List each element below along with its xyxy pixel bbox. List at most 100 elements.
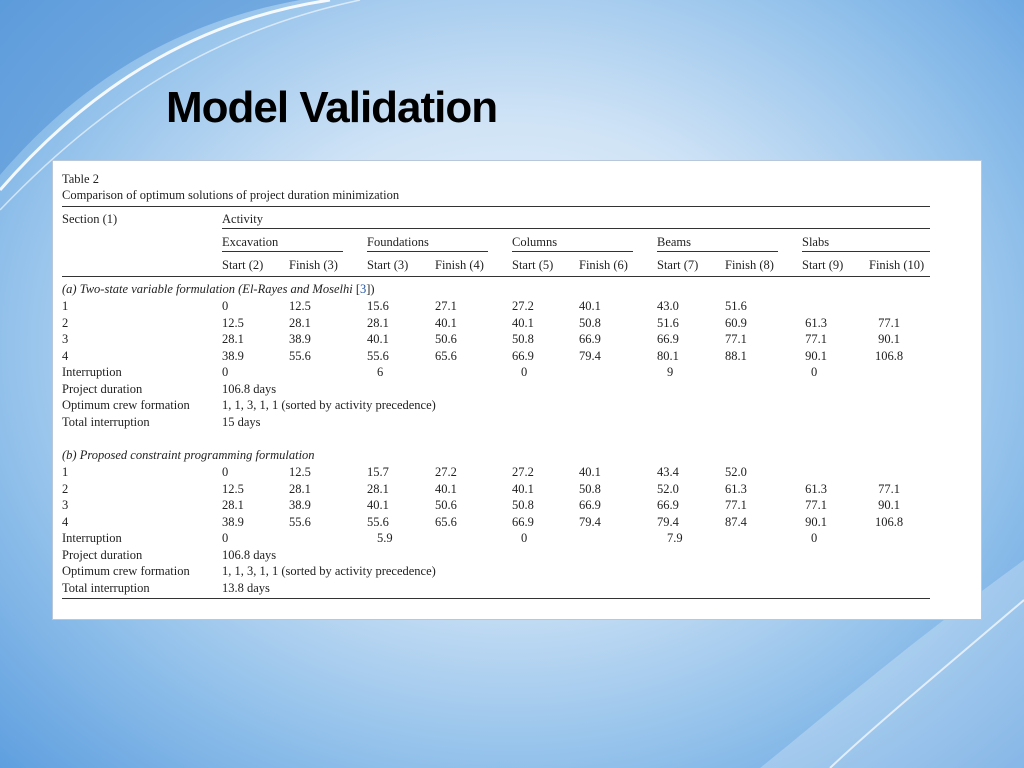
- summary-label: Optimum crew formation: [62, 398, 190, 412]
- activity-name: Slabs: [802, 235, 830, 249]
- table-cell: 40.1: [512, 481, 534, 496]
- table-cell: 12.5: [222, 481, 244, 496]
- column-subheader: Start (7): [657, 258, 699, 272]
- rule-activity-group: [802, 251, 930, 252]
- table-cell: 12.5: [289, 299, 311, 313]
- table-cell: 106.8: [874, 514, 904, 529]
- table-cell: 80.1: [657, 348, 679, 363]
- table-cell: 50.8: [579, 481, 601, 496]
- column-subheader: Finish (4): [435, 258, 484, 272]
- rule-top: [62, 206, 930, 207]
- column-subheader: Start (5): [512, 258, 554, 272]
- summary-value: 15 days: [222, 414, 261, 429]
- table-cell: 50.8: [512, 498, 534, 512]
- column-subheader: Start (3): [367, 258, 409, 272]
- rule-activity-group: [367, 251, 488, 252]
- table-cell: 66.9: [512, 348, 534, 363]
- table-caption: Comparison of optimum solutions of proje…: [62, 188, 400, 202]
- reference-link[interactable]: 3: [360, 282, 367, 296]
- table-cell: 79.4: [579, 514, 601, 529]
- column-subheader: Start (9): [802, 258, 844, 272]
- table-cell: 61.3: [725, 481, 747, 496]
- table-cell: 65.6: [435, 514, 457, 529]
- table-cell: 40.1: [367, 332, 389, 346]
- column-subheader: Finish (8): [725, 258, 774, 272]
- interruption-value: 5.9: [377, 531, 393, 545]
- table-label: Table 2: [62, 172, 99, 186]
- table-cell: 87.4: [725, 514, 747, 529]
- table-cell: 66.9: [512, 514, 534, 529]
- table-cell: 90.1: [805, 348, 827, 363]
- table-cell: 65.6: [435, 348, 457, 363]
- table-cell: 88.1: [725, 348, 747, 363]
- table-cell: 15.7: [367, 465, 389, 479]
- row-label: 1: [62, 299, 69, 313]
- table-cell: 52.0: [725, 465, 747, 479]
- table-cell: 90.1: [878, 498, 900, 512]
- table-cell: 66.9: [657, 498, 679, 512]
- table-cell: 0: [222, 465, 229, 479]
- summary-value: 106.8 days: [222, 547, 277, 562]
- row-label: 1: [62, 465, 69, 479]
- rule-activity-group: [657, 251, 778, 252]
- table-cell: 79.4: [657, 514, 679, 529]
- section-title: (b) Proposed constraint programming form…: [62, 449, 315, 462]
- summary-label: Project duration: [62, 547, 143, 562]
- table-cell: 38.9: [222, 514, 244, 529]
- interruption-label: Interruption: [62, 531, 122, 545]
- bracket: [: [355, 282, 360, 296]
- table-cell: 43.0: [657, 299, 679, 313]
- table-cell: 55.6: [367, 514, 389, 529]
- table-cell: 61.3: [805, 481, 827, 496]
- summary-label: Total interruption: [62, 414, 150, 429]
- table-cell: 28.1: [222, 332, 244, 346]
- table-cell: 50.6: [435, 332, 457, 346]
- table-cell: 40.1: [435, 315, 457, 330]
- table-cell: 55.6: [289, 514, 311, 529]
- section-title-text: (b) Proposed constraint programming form…: [62, 448, 315, 462]
- table-cell: 27.2: [512, 299, 534, 313]
- table-cell: 40.1: [367, 498, 389, 512]
- table-cell: 28.1: [289, 315, 311, 330]
- table-cell: 90.1: [805, 514, 827, 529]
- table-cell: 12.5: [222, 315, 244, 330]
- interruption-value: 0: [521, 365, 528, 379]
- summary-label: Optimum crew formation: [62, 564, 190, 578]
- activity-header: Activity: [222, 212, 263, 226]
- interruption-value: 0: [521, 531, 528, 545]
- table-cell: 61.3: [805, 315, 827, 330]
- section-header: Section (1): [62, 212, 118, 226]
- table-cell: 106.8: [874, 348, 904, 363]
- table-cell: 38.9: [289, 332, 311, 346]
- column-subheader: Finish (3): [289, 258, 338, 272]
- table-cell: 40.1: [512, 315, 534, 330]
- table-cell: 38.9: [222, 348, 244, 363]
- table-cell: 77.1: [805, 332, 827, 346]
- table-cell: 28.1: [289, 481, 311, 496]
- table-cell: 28.1: [367, 315, 389, 330]
- interruption-value: 0: [222, 531, 229, 545]
- activity-name: Foundations: [367, 235, 429, 249]
- rule-header-bottom: [62, 276, 930, 277]
- bracket: ]: [366, 282, 371, 296]
- section-title-suffix: ): [370, 282, 375, 296]
- summary-value: 1, 1, 3, 1, 1 (sorted by activity preced…: [222, 564, 436, 578]
- table-cell: 0: [222, 299, 229, 313]
- table-cell: 79.4: [579, 348, 601, 363]
- table-cell: 66.9: [579, 332, 601, 346]
- table-cell: 52.0: [657, 481, 679, 496]
- column-subheader: Finish (6): [579, 258, 628, 272]
- interruption-value: 6: [377, 365, 384, 379]
- rule-activity: [222, 228, 930, 229]
- table-cell: 27.2: [512, 465, 534, 479]
- table-cell: 55.6: [289, 348, 311, 363]
- row-label: 2: [62, 481, 69, 496]
- activity-name: Columns: [512, 235, 558, 249]
- table-cell: 60.9: [725, 315, 747, 330]
- interruption-label: Interruption: [62, 365, 122, 379]
- row-label: 4: [62, 348, 69, 363]
- interruption-value: 7.9: [667, 531, 683, 545]
- column-subheader: Start (2): [222, 258, 264, 272]
- activity-name: Beams: [657, 235, 692, 249]
- column-subheader: Finish (10): [869, 258, 925, 272]
